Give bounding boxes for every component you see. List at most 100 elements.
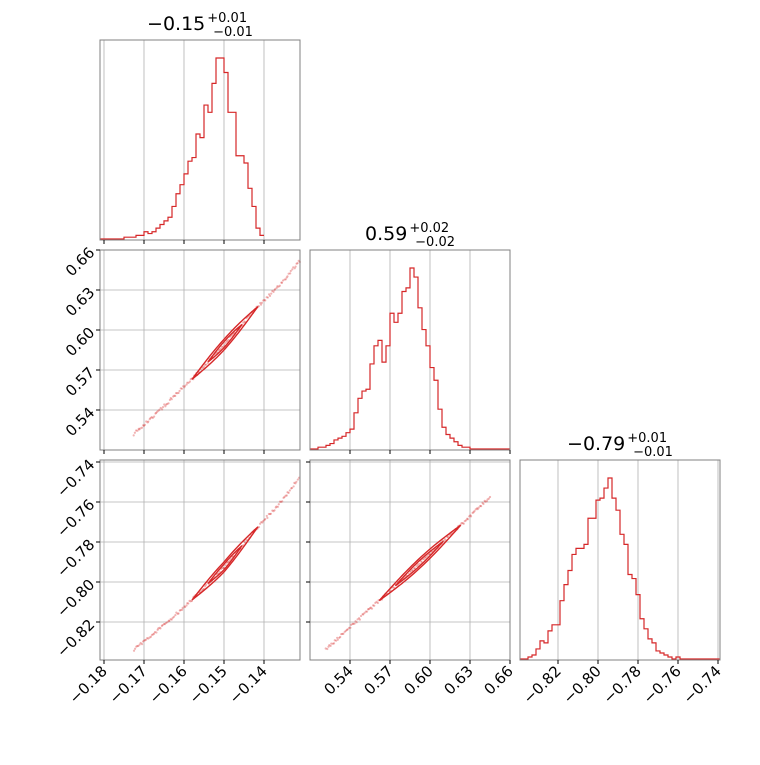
sample-point-p3-vs-p1-40 (177, 612, 180, 615)
sample-point-p3-vs-p2-132 (469, 515, 473, 518)
sample-point-p3-vs-p2-38 (366, 608, 370, 611)
sample-point-p3-vs-p2-41 (369, 606, 372, 609)
sample-point-p3-vs-p1-141 (290, 487, 293, 490)
sample-point-p2-vs-p1-135 (283, 278, 286, 281)
contour-outer-p2-vs-p1 (191, 306, 259, 380)
sample-point-p2-vs-p1-25 (160, 408, 164, 411)
ytick-label-p3-vs-p1-4: −0.82 (53, 616, 98, 661)
ticks-hist-p1 (103, 240, 265, 244)
sample-point-p3-vs-p2-28 (355, 621, 358, 624)
sample-point-p2-vs-p1-16 (150, 416, 153, 419)
sample-point-p3-vs-p1-18 (153, 632, 156, 635)
sample-point-p3-vs-p2-140 (479, 504, 482, 508)
sample-point-p3-vs-p1-23 (158, 626, 161, 629)
xtick-label-hist-p3-2: −0.78 (600, 662, 645, 707)
sample-point-p3-vs-p1-17 (152, 633, 155, 636)
sample-point-p3-vs-p1-121 (267, 512, 270, 516)
sample-point-p3-vs-p1-135 (283, 495, 286, 499)
sample-point-p3-vs-p1-39 (176, 612, 179, 615)
sample-point-p2-vs-p1-36 (173, 394, 176, 397)
sample-point-p2-vs-p1-124 (271, 289, 274, 293)
sample-point-p3-vs-p2-149 (488, 495, 492, 499)
panel-hist-p1: −0.15 +0.01 −0.01 (99, 11, 301, 244)
sample-point-p3-vs-p1-122 (268, 512, 272, 516)
sample-point-p3-vs-p1-29 (164, 621, 168, 625)
sample-point-p3-vs-p1-119 (265, 514, 268, 518)
sample-point-p3-vs-p1-27 (162, 622, 166, 626)
sample-point-p3-vs-p2-32 (359, 614, 363, 618)
sample-point-p3-vs-p2-15 (341, 632, 344, 636)
sample-point-p3-vs-p2-47 (376, 601, 379, 605)
sample-point-p3-vs-p1-0 (132, 649, 136, 652)
sample-point-p2-vs-p1-137 (285, 276, 288, 279)
sample-point-p2-vs-p1-26 (161, 406, 165, 409)
sample-point-p3-vs-p2-136 (474, 508, 477, 511)
sample-point-p2-vs-p1-119 (265, 296, 268, 299)
sample-point-p3-vs-p2-11 (336, 638, 339, 641)
sample-point-p3-vs-p2-3 (328, 644, 331, 647)
sample-point-p3-vs-p1-49 (187, 602, 190, 605)
sample-point-p3-vs-p2-14 (340, 632, 343, 636)
sample-point-p2-vs-p1-138 (286, 275, 289, 278)
sample-point-p3-vs-p2-131 (469, 514, 472, 517)
sample-point-p3-vs-p2-137 (475, 507, 479, 510)
sample-point-p3-vs-p2-129 (466, 518, 469, 521)
sample-point-p3-vs-p1-24 (159, 627, 162, 630)
sample-point-p3-vs-p1-25 (160, 624, 163, 627)
sample-point-p2-vs-p1-28 (164, 405, 167, 408)
sample-point-p3-vs-p2-33 (361, 613, 364, 616)
sample-point-p2-vs-p1-17 (151, 416, 154, 420)
sample-point-p2-vs-p1-142 (291, 268, 294, 271)
sample-point-p3-vs-p2-148 (487, 497, 490, 500)
sample-point-p3-vs-p2-143 (482, 502, 485, 506)
sample-point-p3-vs-p2-40 (368, 607, 372, 610)
sample-point-p3-vs-p1-65 (205, 583, 208, 586)
ytick-label-p2-vs-p1-2: 0.60 (62, 324, 98, 360)
sample-point-p2-vs-p1-98 (242, 321, 245, 324)
sample-point-p2-vs-p1-0 (132, 434, 135, 437)
sample-point-p2-vs-p1-76 (217, 349, 220, 352)
sample-point-p2-vs-p1-132 (280, 281, 283, 284)
sample-point-p3-vs-p1-134 (282, 496, 285, 499)
sample-point-p3-vs-p1-10 (143, 639, 147, 642)
sample-point-p2-vs-p1-24 (159, 406, 162, 410)
sample-point-p2-vs-p1-5 (138, 428, 141, 431)
sample-point-p2-vs-p1-130 (277, 285, 280, 288)
sample-point-p3-vs-p2-81 (413, 567, 417, 570)
sample-point-p2-vs-p1-122 (268, 294, 272, 297)
sample-point-p2-vs-p1-11 (145, 420, 148, 423)
sample-point-p2-vs-p1-134 (281, 279, 285, 282)
sample-point-p3-vs-p1-15 (149, 635, 153, 638)
sample-point-p2-vs-p1-63 (203, 365, 206, 368)
sample-point-p3-vs-p2-22 (349, 626, 352, 629)
sample-point-p3-vs-p1-130 (277, 503, 280, 506)
sample-point-p2-vs-p1-114 (259, 303, 263, 306)
sample-point-p3-vs-p1-118 (264, 517, 267, 521)
sample-point-p2-vs-p1-136 (284, 278, 287, 281)
panel-p3-vs-p1: −0.74−0.76−0.78−0.80−0.82−0.18−0.17−0.16… (53, 456, 301, 707)
sample-point-p3-vs-p1-112 (257, 525, 261, 529)
sample-point-p2-vs-p1-48 (186, 381, 189, 384)
sample-point-p3-vs-p1-142 (290, 486, 294, 490)
sample-point-p2-vs-p1-148 (297, 259, 300, 262)
sample-point-p3-vs-p2-36 (364, 610, 367, 613)
sample-point-p3-vs-p1-14 (148, 636, 151, 639)
sample-point-p2-vs-p1-126 (273, 288, 276, 292)
sample-point-p3-vs-p1-128 (275, 505, 278, 508)
panel-hist-p3: −0.82−0.80−0.78−0.76−0.74 −0.79 +0.01 −0.0… (519, 431, 725, 707)
ytick-label-p3-vs-p1-1: −0.76 (53, 496, 98, 541)
sample-point-p2-vs-p1-37 (174, 394, 177, 398)
sample-point-p2-vs-p1-121 (267, 293, 271, 296)
sample-point-p3-vs-p2-89 (423, 557, 426, 560)
sample-point-p3-vs-p1-5 (138, 643, 141, 646)
sample-point-p3-vs-p2-9 (335, 639, 338, 642)
sample-point-p2-vs-p1-20 (155, 411, 158, 414)
sample-point-p3-vs-p2-125 (462, 522, 465, 525)
sample-point-p3-vs-p2-134 (472, 511, 475, 514)
xtick-label-hist-p3-4: −0.74 (680, 662, 725, 707)
sample-point-p3-vs-p2-127 (464, 519, 468, 522)
sample-point-p2-vs-p1-51 (189, 378, 192, 381)
sample-point-p3-vs-p2-16 (342, 632, 345, 635)
sample-point-p3-vs-p2-26 (353, 622, 356, 625)
contours-p3-vs-p1 (191, 526, 259, 601)
